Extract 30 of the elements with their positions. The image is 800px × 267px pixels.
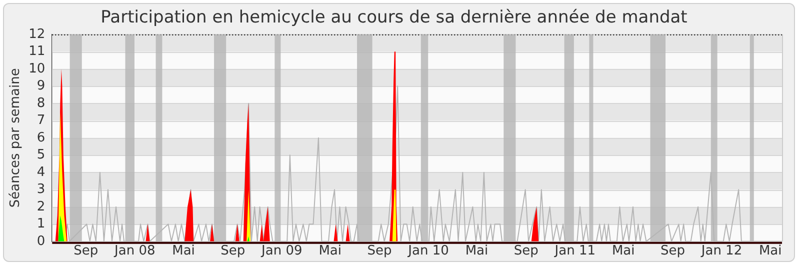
y-tick-label: 1	[36, 216, 46, 232]
y-tick-label: 0	[36, 234, 46, 249]
y-tick-label: 8	[36, 96, 46, 111]
x-tick-label: Sep	[514, 244, 538, 259]
y-tick-label: 11	[28, 44, 46, 60]
x-tick-label: Sep	[660, 244, 685, 259]
y-axis-title: Séances par semaine	[8, 68, 24, 208]
x-tick-label: Jan 08	[114, 244, 156, 259]
y-tick-label: 12	[28, 26, 46, 42]
y-tick-label: 6	[36, 130, 46, 146]
y-tick-label: 7	[36, 113, 46, 128]
chart-title: Participation en hemicycle au cours de sa dernière année de mandat	[100, 8, 688, 28]
y-tick-label: 5	[36, 148, 46, 163]
y-tick-label: 10	[28, 61, 46, 76]
y-tick-label: 4	[36, 164, 46, 180]
x-tick-label: Mai	[758, 244, 782, 259]
x-tick-label: Mai	[318, 244, 342, 259]
x-tick-label: Mai	[465, 244, 488, 259]
y-tick-label: 2	[36, 199, 46, 214]
x-tick-label: Jan 11	[554, 244, 596, 259]
x-tick-label: Jan 09	[260, 244, 302, 259]
x-tick-label: Mai	[612, 244, 635, 259]
x-tick-label: Sep	[220, 244, 246, 259]
x-tick-label: Jan 12	[700, 244, 742, 259]
x-tick-label: Sep	[74, 244, 98, 259]
y-tick-label: 3	[36, 182, 46, 198]
x-tick-label: Sep	[367, 244, 392, 259]
x-tick-label: Mai	[172, 244, 195, 259]
x-tick-label: Jan 10	[407, 244, 449, 259]
y-tick-label: 9	[36, 78, 46, 94]
